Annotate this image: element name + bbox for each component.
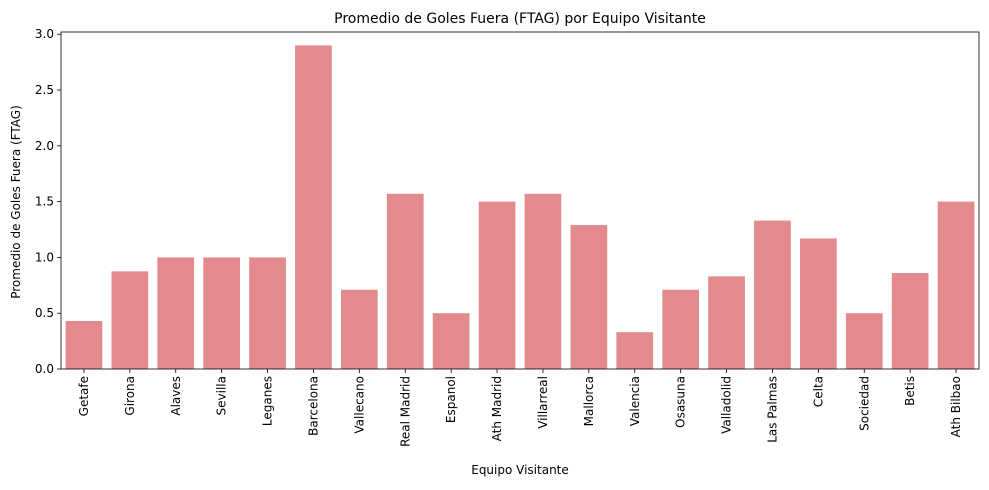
x-tick-label: Villarreal	[536, 376, 550, 429]
bar-osasuna	[662, 289, 700, 369]
chart-title: Promedio de Goles Fuera (FTAG) por Equip…	[334, 11, 706, 27]
bar-betis	[891, 273, 929, 369]
x-tick-label: Las Palmas	[765, 376, 779, 443]
bar-valladolid	[708, 276, 745, 369]
bar-mallorca	[570, 225, 608, 369]
y-tick-label: 0.0	[35, 362, 54, 376]
bar-espanol	[432, 313, 470, 369]
bar-sevilla	[203, 257, 241, 369]
x-tick-label: Getafe	[77, 376, 91, 416]
bar-alaves	[157, 257, 195, 369]
x-axis-label: Equipo Visitante	[471, 463, 569, 477]
x-tick-label: Girona	[123, 376, 137, 416]
x-tick-label: Vallecano	[352, 376, 366, 434]
bar-getafe	[65, 321, 103, 369]
x-tick-label: Valencia	[628, 376, 642, 426]
x-tick-label: Alaves	[169, 376, 183, 416]
bar-barcelona	[295, 45, 332, 370]
x-tick-label: Valladolid	[720, 376, 734, 434]
x-tick-label: Leganes	[261, 376, 275, 426]
x-tick-label: Sevilla	[215, 376, 229, 415]
y-tick-label: 1.0	[35, 250, 54, 264]
bar-las-palmas	[754, 220, 791, 369]
bar-villarreal	[524, 193, 562, 369]
bar-sociedad	[845, 313, 883, 369]
x-axis: Getafe Girona Alaves Sevilla Leganes Barcelon…	[77, 369, 963, 447]
bars-group	[65, 45, 975, 370]
bar-ath-madrid	[478, 201, 516, 369]
y-axis: 0.0 0.5 1.0 1.5 2.0 2.5 3.0	[35, 27, 61, 376]
y-tick-label: 0.5	[35, 306, 54, 320]
x-tick-label: Sociedad	[857, 376, 871, 431]
plot-frame	[60, 31, 980, 370]
y-tick-label: 1.5	[35, 195, 54, 209]
x-tick-label: Osasuna	[674, 376, 688, 428]
x-tick-label: Ath Madrid	[490, 376, 504, 441]
x-tick-label: Espanol	[444, 376, 458, 423]
bar-celta	[799, 238, 837, 369]
x-tick-label: Ath Bilbao	[949, 376, 963, 437]
x-tick-label: Celta	[811, 376, 825, 407]
y-tick-label: 2.0	[35, 139, 54, 153]
bar-real-madrid	[386, 193, 424, 369]
x-tick-label: Real Madrid	[398, 376, 412, 447]
x-tick-label: Mallorca	[582, 376, 596, 426]
bar-leganes	[249, 257, 286, 369]
x-tick-label: Barcelona	[306, 376, 320, 436]
bar-girona	[111, 271, 149, 369]
bar-valencia	[616, 332, 654, 369]
y-tick-label: 3.0	[35, 27, 54, 41]
bar-vallecano	[340, 289, 378, 369]
y-axis-label: Promedio de Goles Fuera (FTAG)	[9, 105, 23, 299]
x-tick-label: Betis	[903, 376, 917, 406]
bar-ath-bilbao	[937, 201, 975, 369]
y-tick-label: 2.5	[35, 83, 54, 97]
